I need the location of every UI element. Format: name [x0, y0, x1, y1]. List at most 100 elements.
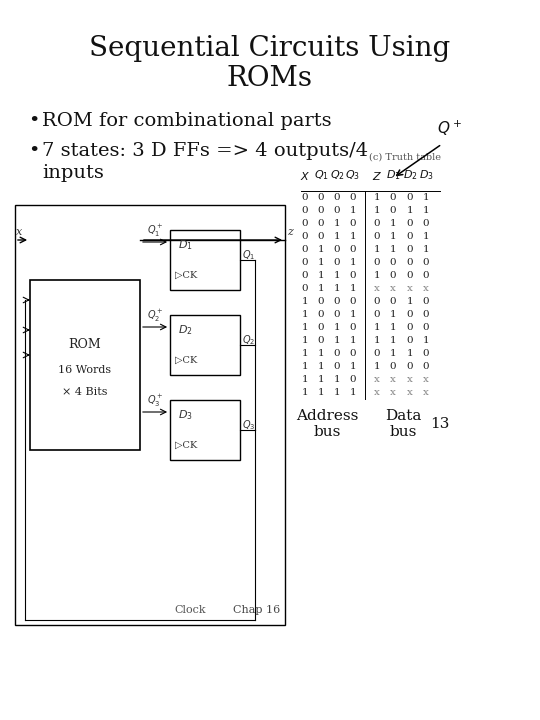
Text: 1: 1: [350, 362, 356, 371]
Text: $Q_3$: $Q_3$: [346, 168, 361, 182]
Text: ROM: ROM: [69, 338, 102, 351]
Text: $Q_2$: $Q_2$: [242, 333, 255, 347]
Text: 1: 1: [390, 336, 396, 345]
Text: 0: 0: [423, 310, 429, 319]
Text: 1: 1: [374, 245, 380, 254]
Text: 1: 1: [374, 362, 380, 371]
Text: 0: 0: [390, 362, 396, 371]
Text: 1: 1: [334, 375, 340, 384]
Text: 1: 1: [302, 336, 308, 345]
Text: •: •: [28, 142, 39, 160]
Bar: [15, 205, 285, 625]
Text: 1: 1: [423, 206, 429, 215]
Text: 0: 0: [407, 258, 413, 267]
Text: 1: 1: [302, 310, 308, 319]
Text: 0: 0: [407, 323, 413, 332]
Text: Sequential Circuits Using: Sequential Circuits Using: [90, 35, 450, 62]
Text: 0: 0: [407, 193, 413, 202]
Text: 0: 0: [374, 349, 380, 358]
Text: $Z$: $Z$: [372, 170, 382, 182]
Text: 0: 0: [334, 193, 340, 202]
Text: 0: 0: [407, 310, 413, 319]
Text: 0: 0: [423, 271, 429, 280]
Text: 1: 1: [390, 232, 396, 241]
Text: 1: 1: [374, 193, 380, 202]
Text: 0: 0: [350, 219, 356, 228]
Text: 0: 0: [407, 219, 413, 228]
Text: 1: 1: [334, 336, 340, 345]
Text: 1: 1: [318, 271, 325, 280]
Text: 1: 1: [374, 271, 380, 280]
Text: $Q_1$: $Q_1$: [242, 248, 255, 262]
Text: 0: 0: [318, 310, 325, 319]
Text: $D_2$: $D_2$: [403, 168, 417, 182]
Text: Data: Data: [385, 409, 421, 423]
Text: 0: 0: [407, 232, 413, 241]
Text: 0: 0: [407, 336, 413, 345]
Text: $Q^+$: $Q^+$: [437, 119, 462, 138]
Text: 1: 1: [390, 310, 396, 319]
Text: bus: bus: [313, 425, 341, 439]
Text: 1: 1: [423, 193, 429, 202]
Text: 1: 1: [318, 349, 325, 358]
Text: x: x: [423, 284, 429, 293]
Text: 0: 0: [334, 258, 340, 267]
Text: 1: 1: [390, 323, 396, 332]
Text: ▷CK: ▷CK: [175, 356, 197, 365]
Text: ROMs: ROMs: [227, 65, 313, 92]
Text: 1: 1: [302, 297, 308, 306]
Text: 1: 1: [423, 232, 429, 241]
Text: 1: 1: [302, 323, 308, 332]
Bar: [30, 280, 140, 450]
Text: 0: 0: [423, 323, 429, 332]
Text: $D_3$: $D_3$: [418, 168, 434, 182]
Text: x: x: [390, 375, 396, 384]
Text: 1: 1: [350, 336, 356, 345]
Text: 1: 1: [318, 375, 325, 384]
Text: 1: 1: [302, 388, 308, 397]
Text: 1: 1: [350, 388, 356, 397]
Bar: [170, 400, 240, 460]
Text: 1: 1: [334, 388, 340, 397]
Text: 0: 0: [350, 271, 356, 280]
Text: 0: 0: [318, 297, 325, 306]
Text: 0: 0: [318, 336, 325, 345]
Text: 13: 13: [430, 417, 450, 431]
Text: Chap 16: Chap 16: [233, 605, 280, 615]
Text: 1: 1: [302, 349, 308, 358]
Text: 1: 1: [350, 310, 356, 319]
Text: 0: 0: [318, 206, 325, 215]
Text: 0: 0: [350, 375, 356, 384]
Text: x: x: [16, 227, 22, 237]
Text: 1: 1: [350, 206, 356, 215]
Text: z: z: [287, 227, 293, 237]
Text: 0: 0: [302, 284, 308, 293]
Text: •: •: [28, 112, 39, 130]
Text: $D_1$: $D_1$: [386, 168, 400, 182]
Text: 0: 0: [390, 297, 396, 306]
Text: 0: 0: [302, 219, 308, 228]
Text: 0: 0: [302, 206, 308, 215]
Text: 0: 0: [334, 206, 340, 215]
Text: 1: 1: [334, 271, 340, 280]
Text: $Q_3^+$: $Q_3^+$: [147, 393, 163, 409]
Text: $Q_2$: $Q_2$: [329, 168, 345, 182]
Text: 0: 0: [318, 219, 325, 228]
Text: 0: 0: [407, 362, 413, 371]
Text: 1: 1: [374, 206, 380, 215]
Text: ▷CK: ▷CK: [175, 441, 197, 450]
Text: 0: 0: [302, 193, 308, 202]
Text: 0: 0: [318, 232, 325, 241]
Text: 0: 0: [350, 297, 356, 306]
Text: 1: 1: [318, 362, 325, 371]
Text: ROM for combinational parts: ROM for combinational parts: [42, 112, 332, 130]
Text: × 4 Bits: × 4 Bits: [62, 387, 108, 397]
Text: 1: 1: [350, 232, 356, 241]
Text: 1: 1: [302, 362, 308, 371]
Text: x: x: [374, 284, 380, 293]
Text: 0: 0: [374, 232, 380, 241]
Text: $Q_1$: $Q_1$: [314, 168, 328, 182]
Text: 1: 1: [390, 219, 396, 228]
Text: 1: 1: [334, 219, 340, 228]
Text: 0: 0: [407, 245, 413, 254]
